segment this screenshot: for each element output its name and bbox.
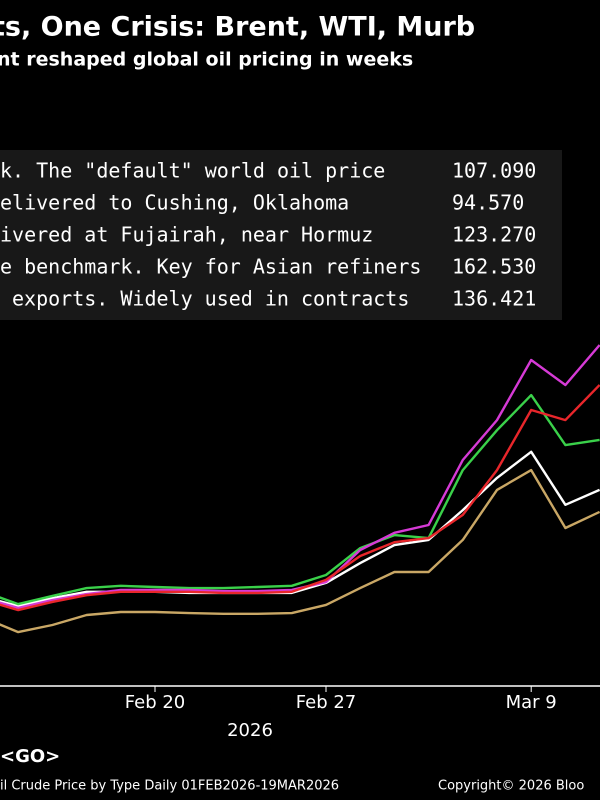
series-line xyxy=(0,393,600,606)
legend-box xyxy=(0,150,562,320)
legend-value: 107.090 xyxy=(452,159,536,183)
footer-copyright: Copyright© 2026 Bloo xyxy=(438,779,584,794)
legend-value: 94.570 xyxy=(452,191,524,215)
legend-entry: exports. Widely used in contracts xyxy=(12,287,409,311)
legend: k. The "default" world oil price 107.090 e… xyxy=(0,159,536,311)
footer-source: il Crude Price by Type Daily 01FEB2026-1… xyxy=(0,779,339,794)
x-axis-label: 2026 xyxy=(227,720,273,741)
chart-title: ts, One Crisis: Brent, WTI, Murb xyxy=(0,12,475,43)
legend-value: 123.270 xyxy=(452,223,536,247)
x-tick-label: Feb 20 xyxy=(125,692,186,713)
legend-value: 136.421 xyxy=(452,287,536,311)
legend-entry: e benchmark. Key for Asian refiners xyxy=(0,255,421,279)
x-tick-label: Feb 27 xyxy=(296,692,357,713)
legend-entry: k. The "default" world oil price xyxy=(0,159,385,183)
plot-area: Feb 20 Feb 27 Mar 9 xyxy=(0,344,600,713)
chart-subtitle: nt reshaped global oil pricing in weeks xyxy=(0,49,413,71)
go-label: <GO> xyxy=(0,746,60,767)
x-tick-label: Mar 9 xyxy=(506,692,557,713)
legend-entry: elivered to Cushing, Oklahoma xyxy=(0,191,349,215)
series-line xyxy=(0,384,600,612)
legend-entry: ivered at Fujairah, near Hormuz xyxy=(0,223,373,247)
series-line xyxy=(0,468,600,634)
legend-value: 162.530 xyxy=(452,255,536,279)
